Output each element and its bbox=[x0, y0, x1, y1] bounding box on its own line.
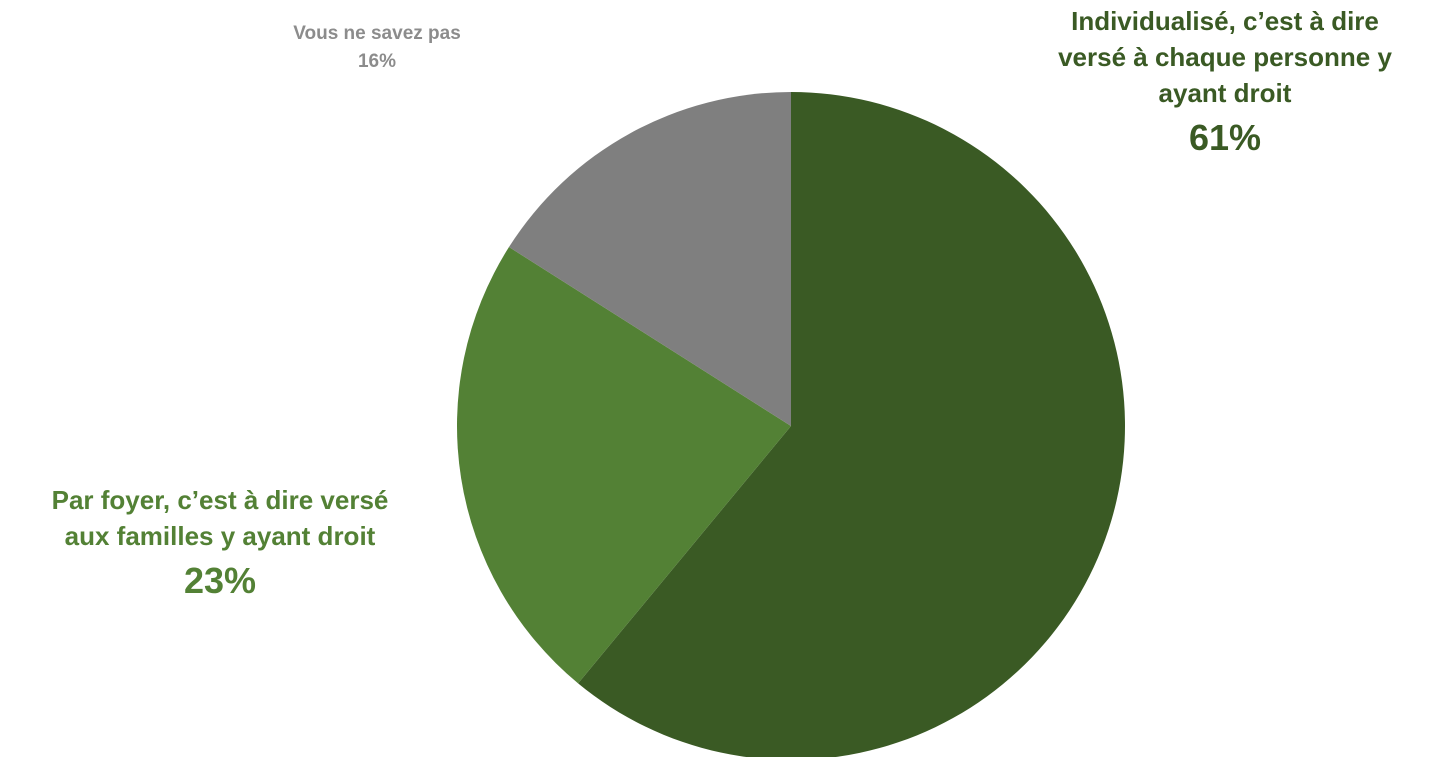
slice-label-individualise-line-2: versé à chaque personne y bbox=[1058, 41, 1392, 72]
slice-value-individualise: 61% bbox=[1188, 116, 1262, 158]
slice-label-foyer: Par foyer, c’est à dire versé aux famill… bbox=[0, 483, 440, 602]
pie-slice-individualise bbox=[578, 92, 1125, 757]
slice-label-nsp: Vous ne savez pas 16% bbox=[247, 20, 507, 75]
pie-slices bbox=[457, 92, 1125, 757]
slice-value-foyer: 23% bbox=[183, 559, 257, 601]
slice-label-nsp-line-1: Vous ne savez pas bbox=[293, 23, 461, 44]
slice-label-individualise-line-1: Individualisé, c’est à dire bbox=[1071, 6, 1379, 36]
pie-slice-foyer bbox=[457, 247, 791, 684]
slice-label-foyer-line-1: Par foyer, c’est à dire versé bbox=[51, 485, 389, 515]
slice-value-nsp: 16% bbox=[357, 50, 397, 72]
slice-label-foyer-line-2: aux familles y ayant droit bbox=[64, 520, 376, 551]
pie-slice-nsp bbox=[508, 92, 791, 426]
slice-label-individualise-line-3: ayant droit bbox=[1158, 77, 1292, 108]
slice-label-individualise: Individualisé, c’est à dire versé à chaq… bbox=[990, 4, 1443, 159]
